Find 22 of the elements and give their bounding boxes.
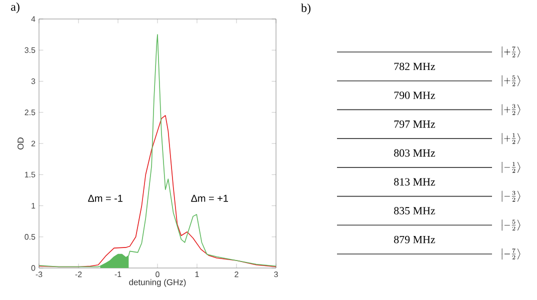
text: $\left|-\tfrac{7}{2}\right\rangle$ [502,248,520,260]
text: 797 MHz [394,120,436,128]
y-axis-title: OD [18,138,24,150]
text: $\left|+\tfrac{1}{2}\right\rangle$ [502,132,520,144]
text: 782 MHz [394,62,436,70]
text: 813 MHz [394,178,436,186]
line-series [39,115,276,268]
text: b) [301,4,310,14]
text: $\left|+\tfrac{3}{2}\right\rangle$ [502,104,520,116]
annotation: Δm = -1 [88,194,122,202]
text: 790 MHz [394,92,436,99]
annotation: Δm = +1 [191,194,228,202]
text: 879 MHz [394,236,436,244]
text: $\left|-\tfrac{1}{2}\right\rangle$ [502,162,520,174]
text: 835 MHz [394,207,436,214]
text: $\left|-\tfrac{3}{2}\right\rangle$ [502,190,520,202]
text: $\left|+\tfrac{7}{2}\right\rangle$ [502,46,520,58]
chart-title: a) [11,2,20,14]
text: 803 MHz [394,149,436,157]
text: $\left|-\tfrac{5}{2}\right\rangle$ [502,220,520,231]
x-axis-title: detuning (GHz) [129,279,186,287]
text: $\left|+\tfrac{5}{2}\right\rangle$ [502,75,520,86]
